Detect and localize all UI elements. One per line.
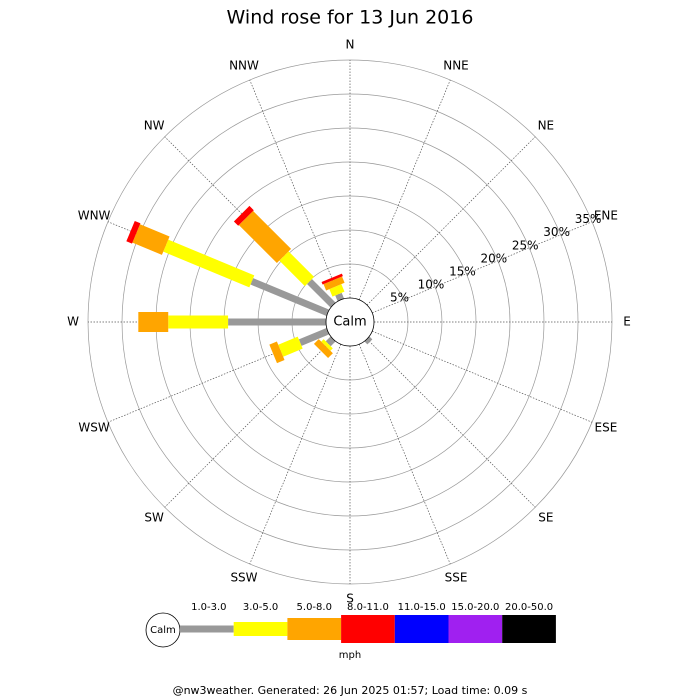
legend-swatch [341, 615, 395, 643]
direction-line [358, 344, 451, 565]
direction-label: ESE [595, 421, 618, 435]
calm-label: Calm [333, 315, 366, 330]
direction-label: E [623, 315, 631, 329]
bar-segment [250, 278, 330, 317]
direction-label: W [67, 315, 79, 329]
legend-swatch [287, 618, 342, 640]
direction-line [358, 79, 451, 300]
footer: @nw3weather. Generated: 26 Jun 2025 01:5… [173, 684, 528, 697]
bar-segment [279, 251, 315, 287]
r-tick-label: 5% [390, 290, 409, 304]
legend-label: 1.0-3.0 [191, 602, 226, 613]
direction-label: NW [144, 119, 165, 133]
r-tick-label: 10% [418, 277, 445, 291]
direction-line [372, 330, 593, 423]
legend-calm-label: Calm [150, 625, 176, 636]
r-tick-label: 35% [575, 212, 602, 226]
direction-label: NNE [443, 59, 469, 73]
direction-line [249, 79, 342, 300]
direction-line [366, 338, 536, 508]
direction-label: ENE [594, 208, 618, 222]
r-tick-label: 25% [512, 238, 539, 252]
direction-label: SSE [445, 570, 468, 584]
direction-label: WSW [78, 421, 109, 435]
bar-segment [163, 239, 255, 288]
direction-label: NE [538, 119, 555, 133]
direction-label: NNW [229, 59, 259, 73]
direction-line [249, 344, 342, 565]
bar-segment [313, 339, 333, 359]
legend-swatch [180, 625, 234, 633]
direction-line [372, 221, 593, 314]
legend-swatch [502, 615, 556, 643]
r-tick-label: 20% [480, 251, 507, 265]
direction-label: SSW [230, 570, 257, 584]
direction-label: WNW [78, 208, 111, 222]
r-tick-label: 15% [449, 264, 476, 278]
bar-segment [325, 336, 336, 347]
legend-swatch [394, 615, 449, 643]
bar-segment [238, 210, 292, 264]
bar-segment [269, 341, 285, 364]
bar-segment [364, 336, 373, 345]
bar-segment [323, 276, 345, 291]
legend-label: 15.0-20.0 [451, 602, 499, 613]
direction-label: S [346, 592, 354, 606]
bar-segment [306, 278, 336, 308]
bar-segment [329, 284, 345, 297]
bar-segment [278, 336, 303, 357]
bar-segment [335, 292, 345, 302]
legend-label: 8.0-11.0 [347, 602, 389, 613]
bar-segment [126, 220, 141, 244]
legend-swatch [448, 615, 503, 643]
bar-segment [233, 205, 254, 226]
legend-label: 3.0-5.0 [243, 602, 278, 613]
legend-label: 11.0-15.0 [398, 602, 446, 613]
direction-line [164, 338, 334, 508]
bar-segment [321, 273, 343, 285]
legend-swatch [233, 622, 288, 636]
direction-line [366, 136, 536, 306]
direction-label: SW [144, 510, 164, 524]
bar-segment [132, 224, 170, 255]
direction-label: N [346, 38, 355, 52]
calm-circle [325, 297, 375, 347]
chart-title: Wind rose for 13 Jun 2016 [227, 7, 474, 29]
bar-segment [298, 327, 330, 346]
legend-label: 5.0-8.0 [297, 602, 332, 613]
legend-label: 20.0-50.0 [505, 602, 553, 613]
r-tick-label: 30% [543, 225, 570, 239]
bar-segment [321, 339, 333, 351]
legend-unit: mph [339, 650, 361, 661]
direction-label: SE [538, 510, 553, 524]
